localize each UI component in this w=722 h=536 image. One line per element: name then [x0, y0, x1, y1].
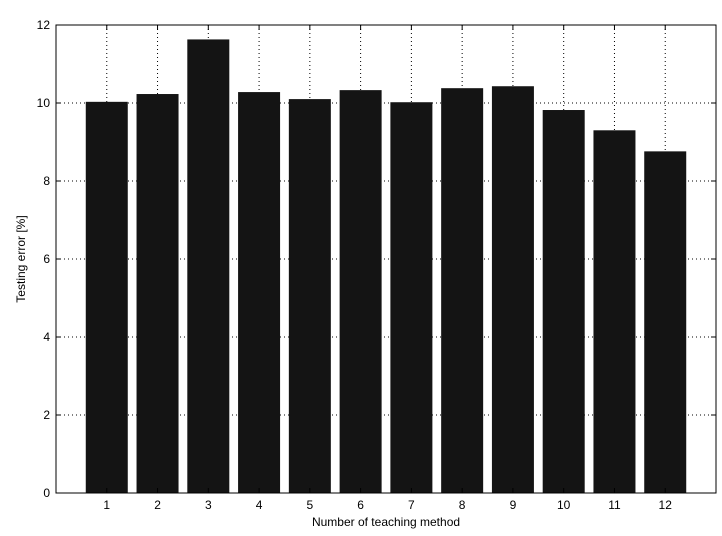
x-tick-label: 1 — [103, 498, 110, 512]
x-tick-label: 8 — [459, 498, 466, 512]
bar-5 — [288, 99, 331, 493]
x-tick-label: 4 — [256, 498, 263, 512]
bar-1 — [85, 101, 128, 493]
bars — [85, 39, 687, 494]
x-tick-label: 11 — [608, 498, 621, 512]
bar-3 — [187, 39, 230, 494]
bar-10 — [542, 110, 585, 494]
y-axis-label: Testing error [%] — [14, 215, 28, 302]
bar-6 — [339, 90, 382, 493]
bar-9 — [491, 86, 534, 493]
y-tick-label: 2 — [43, 408, 50, 422]
x-tick-label: 5 — [307, 498, 314, 512]
y-tick-label: 8 — [43, 174, 50, 188]
y-tick-label: 10 — [37, 96, 51, 110]
y-tick-label: 12 — [37, 18, 51, 32]
bar-2 — [136, 94, 179, 493]
y-tick-label: 6 — [43, 252, 50, 266]
y-tick-label: 4 — [43, 330, 50, 344]
x-tick-label: 3 — [205, 498, 212, 512]
x-tick-label: 10 — [557, 498, 571, 512]
bar-8 — [441, 88, 484, 494]
x-axis-label: Number of teaching method — [312, 515, 460, 529]
bar-12 — [644, 151, 687, 494]
x-tick-label: 7 — [408, 498, 415, 512]
x-tick-label: 9 — [510, 498, 517, 512]
x-tick-label: 12 — [659, 498, 673, 512]
x-tick-label: 2 — [154, 498, 161, 512]
bar-4 — [238, 92, 281, 493]
y-tick-label: 0 — [43, 486, 50, 500]
bar-7 — [390, 102, 433, 493]
bar-11 — [593, 130, 636, 494]
x-tick-label: 6 — [357, 498, 364, 512]
